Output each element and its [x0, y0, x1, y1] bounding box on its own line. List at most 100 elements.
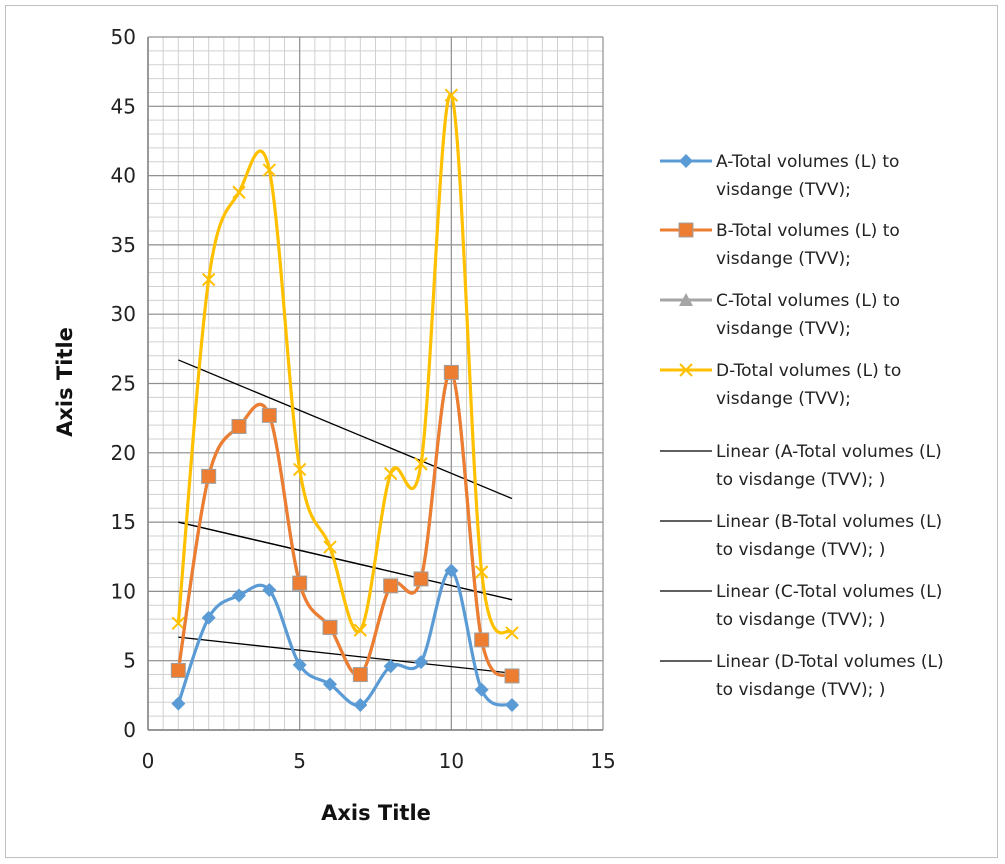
y-tick-label: 50: [111, 25, 136, 49]
data-point-x-stroke: [505, 626, 519, 640]
y-tick-label: 45: [111, 94, 136, 118]
trendline: [178, 636, 513, 674]
legend-item: A-Total volumes (L) to visdange (TVV);: [660, 152, 899, 200]
data-point-x: [383, 466, 398, 481]
data-point-x-stroke: [201, 272, 216, 287]
legend-item: D-Total volumes (L) to visdange (TVV);: [660, 361, 901, 409]
legend-label: Linear (A-Total volumes (L): [716, 442, 942, 462]
data-point-diamond: [505, 698, 519, 713]
data-point-x: [323, 540, 337, 554]
data-point-diamond: [679, 154, 693, 168]
data-point-square: [504, 668, 520, 684]
data-point-diamond: [232, 588, 246, 603]
legend-label: to visdange (TVV); ): [716, 680, 885, 700]
legend-label: A-Total volumes (L) to: [716, 152, 899, 172]
y-axis-title: Axis Title: [53, 327, 77, 437]
legend-label: visdange (TVV);: [716, 180, 851, 200]
data-point-x-stroke: [444, 88, 459, 102]
data-point-square: [413, 571, 429, 587]
legend-label: to visdange (TVV); ): [716, 470, 885, 490]
y-tick-label: 40: [111, 164, 136, 188]
legend-label: to visdange (TVV); ): [716, 540, 885, 560]
data-point-x: [171, 616, 186, 630]
legend-item: C-Total volumes (L) to visdange (TVV);: [660, 291, 900, 339]
data-point-square: [170, 662, 186, 678]
legend-label: Linear (B-Total volumes (L): [716, 512, 942, 532]
data-point-x: [201, 272, 216, 287]
y-tick-label: 10: [111, 579, 136, 603]
legend-label: C-Total volumes (L) to: [716, 291, 900, 311]
data-point-diamond: [353, 698, 368, 713]
x-tick-label: 15: [590, 749, 615, 773]
data-point-square: [231, 418, 247, 434]
data-point-diamond: [201, 610, 216, 625]
data-point-square: [292, 575, 308, 591]
trendline: [178, 521, 513, 601]
x-axis-title: Axis Title: [321, 801, 431, 825]
data-point-x-stroke: [323, 540, 337, 554]
data-point-square: [443, 364, 459, 380]
data-point-x: [505, 626, 519, 640]
data-point-x-stroke: [292, 462, 307, 477]
axes: 0 5 10 15 0 5 10 15 20 25 30 35 40 45 50: [111, 25, 616, 773]
legend-label: Linear (C-Total volumes (L): [716, 582, 942, 602]
data-point-x-stroke: [232, 185, 246, 199]
data-point-x-stroke: [414, 457, 428, 471]
data-point-x-stroke: [474, 565, 489, 579]
legend-label: visdange (TVV);: [716, 389, 851, 409]
data-point-diamond: [292, 657, 307, 672]
y-tick-label: 30: [111, 302, 136, 326]
data-point-diamond: [171, 696, 186, 711]
legend-item: Linear (D-Total volumes (L) to visdange (…: [660, 652, 944, 700]
y-tick-label: 0: [123, 718, 136, 742]
data-point-x-stroke: [679, 363, 693, 377]
data-point-diamond: [444, 563, 459, 578]
series: [170, 88, 520, 713]
trendlines: [178, 359, 513, 674]
data-point-x-stroke: [262, 163, 277, 177]
legend-label: visdange (TVV);: [716, 249, 851, 269]
data-point-square: [474, 632, 490, 648]
x-tick-label: 10: [439, 749, 464, 773]
data-point-square: [352, 667, 368, 683]
data-point-diamond: [414, 655, 428, 670]
data-point-x: [262, 163, 277, 177]
y-tick-label: 35: [111, 233, 136, 257]
legend-item: B-Total volumes (L) to visdange (TVV);: [660, 221, 900, 269]
data-point-square: [261, 407, 277, 423]
y-tick-label: 15: [111, 510, 136, 534]
data-point-diamond: [323, 677, 337, 692]
grid: [147, 36, 604, 731]
legend-item: Linear (C-Total volumes (L) to visdange (…: [660, 582, 942, 630]
data-point-x-stroke: [383, 466, 398, 481]
y-tick-label: 20: [111, 441, 136, 465]
data-point-square: [383, 578, 399, 594]
x-tick-label: 0: [142, 749, 155, 773]
data-point-diamond: [262, 583, 277, 598]
data-point-x-stroke: [171, 616, 186, 630]
legend-label: B-Total volumes (L) to: [716, 221, 900, 241]
legend-item: Linear (A-Total volumes (L) to visdange (…: [660, 442, 942, 490]
data-point-square: [322, 619, 338, 635]
data-point-square: [201, 468, 217, 484]
y-tick-label: 5: [123, 649, 136, 673]
data-point-x: [414, 457, 428, 471]
data-point-x-stroke: [353, 623, 368, 637]
data-point-x: [232, 185, 246, 199]
legend-label: D-Total volumes (L) to: [716, 361, 901, 381]
data-point-x: [353, 623, 368, 637]
data-point-x: [444, 88, 459, 102]
data-point-diamond: [474, 682, 489, 697]
legend-label: visdange (TVV);: [716, 319, 851, 339]
x-tick-label: 5: [293, 749, 306, 773]
y-tick-label: 25: [111, 372, 136, 396]
data-point-triangle: [679, 293, 693, 306]
data-point-x: [679, 363, 693, 377]
data-point-diamond: [383, 659, 398, 674]
data-point-x: [292, 462, 307, 477]
legend-label: to visdange (TVV); ): [716, 610, 885, 630]
legend-label: Linear (D-Total volumes (L): [716, 652, 944, 672]
data-point-x: [474, 565, 489, 579]
